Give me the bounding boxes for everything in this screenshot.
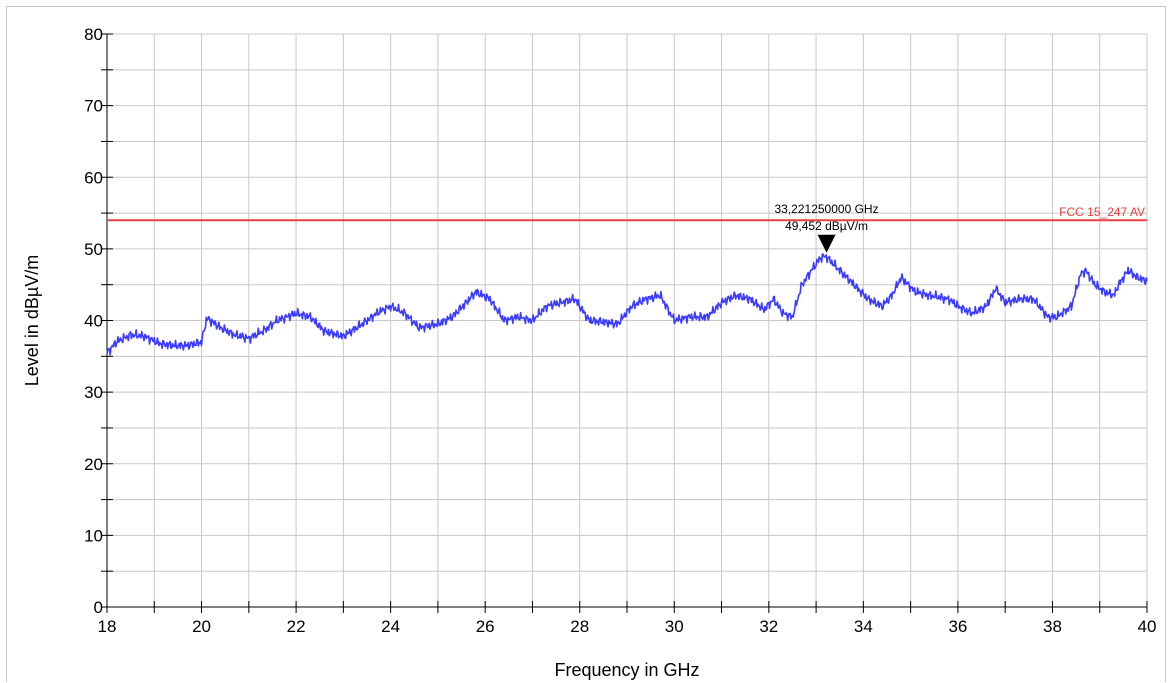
limit-line-label: FCC 15_247 AV xyxy=(1059,205,1145,219)
grid xyxy=(106,33,1148,608)
x-tick-label: 36 xyxy=(948,617,967,636)
x-tick-label: 22 xyxy=(287,617,306,636)
chart-frame xyxy=(6,6,1166,682)
x-tick-label: 30 xyxy=(665,617,684,636)
trace-line xyxy=(106,253,1148,356)
limit-line-group: FCC 15_247 AV xyxy=(107,205,1147,222)
marker-group: 33,221250000 GHz 49,452 dBµV/m xyxy=(775,202,879,253)
y-tick-label: 60 xyxy=(84,168,103,187)
x-axis-title: Frequency in GHz xyxy=(554,660,699,680)
x-tick-label: 40 xyxy=(1138,617,1157,636)
y-tick-label: 80 xyxy=(84,25,103,44)
y-tick-label: 70 xyxy=(84,97,103,116)
y-tick-label: 50 xyxy=(84,240,103,259)
axes: 0 10 20 30 40 50 60 70 80 18 20 22 24 26 28 30 32 34 36 38 4… xyxy=(84,25,1156,636)
y-tick-label: 40 xyxy=(84,312,103,331)
y-tick-label: 0 xyxy=(94,598,103,617)
x-tick-label: 24 xyxy=(381,617,400,636)
y-tick-label: 30 xyxy=(84,383,103,402)
x-tick-label: 26 xyxy=(476,617,495,636)
x-tick-label: 20 xyxy=(192,617,211,636)
x-tick-label: 18 xyxy=(98,617,117,636)
y-tick-label: 20 xyxy=(84,455,103,474)
marker-triangle xyxy=(817,234,836,253)
trace-group xyxy=(106,253,1148,356)
x-tick-label: 32 xyxy=(759,617,778,636)
y-axis-title: Level in dBµV/m xyxy=(22,255,42,386)
y-tick-label: 10 xyxy=(84,526,103,545)
x-tick-label: 28 xyxy=(570,617,589,636)
marker-level-label: 49,452 dBµV/m xyxy=(785,219,868,233)
x-tick-label: 34 xyxy=(854,617,873,636)
x-tick-label: 38 xyxy=(1043,617,1062,636)
marker-frequency-label: 33,221250000 GHz xyxy=(775,202,879,216)
